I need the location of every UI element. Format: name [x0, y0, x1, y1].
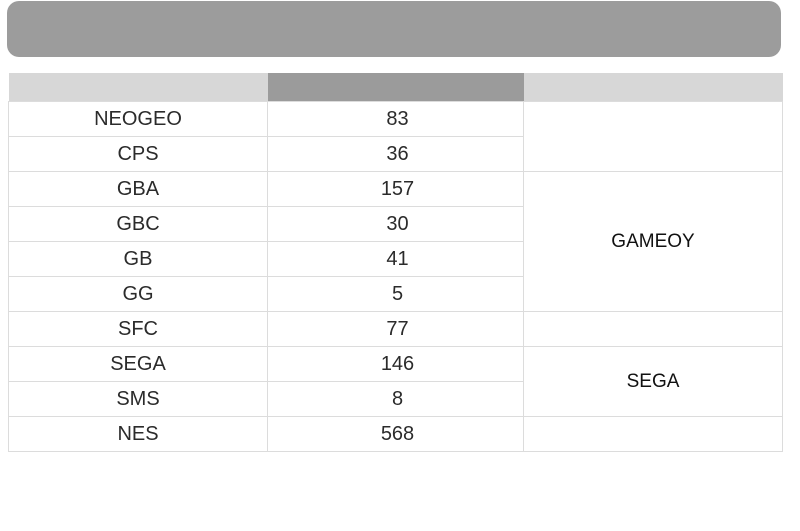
table-row: GG 5: [8, 276, 783, 312]
game-count-cell: 77: [267, 311, 524, 347]
system-name-cell: NES: [8, 416, 268, 452]
table-row: SFC 77: [8, 311, 783, 347]
table-row: SEGA 146 SEGA: [8, 346, 783, 417]
game-count-cell: 41: [267, 241, 524, 277]
system-name-cell: GBC: [8, 206, 268, 242]
game-count-cell: 568: [267, 416, 524, 452]
system-name-cell: GG: [8, 276, 268, 312]
game-count-cell: 157: [267, 171, 524, 207]
table-row: NES 568: [8, 416, 783, 452]
system-name-cell: SEGA: [8, 346, 268, 382]
header-cell-count: [267, 73, 524, 102]
game-count-cell: 83: [267, 101, 524, 137]
table-row: SMS 8: [8, 381, 783, 417]
system-name-cell: NEOGEO: [8, 101, 268, 137]
group-cell-blank: [523, 416, 783, 452]
group-cell-gameboy: GAMEOY: [523, 171, 783, 312]
header-cell-system: [8, 73, 268, 102]
table-row: GBA 157 GAMEOY: [8, 171, 783, 312]
header-cell-group: [523, 73, 783, 102]
system-name-cell: CPS: [8, 136, 268, 172]
table-row: GB 41: [8, 241, 783, 277]
system-name-cell: GBA: [8, 171, 268, 207]
game-count-cell: 146: [267, 346, 524, 382]
system-name-cell: SFC: [8, 311, 268, 347]
game-count-cell: 36: [267, 136, 524, 172]
game-count-cell: 8: [267, 381, 524, 417]
group-cell-blank: [523, 101, 783, 172]
group-cell-blank: [523, 311, 783, 347]
game-count-cell: 30: [267, 206, 524, 242]
title-banner: [7, 1, 781, 57]
table-row: NEOGEO 83: [8, 101, 783, 172]
system-name-cell: SMS: [8, 381, 268, 417]
table-header-row: [8, 73, 783, 102]
table-row: GBC 30: [8, 206, 783, 242]
game-count-table: NEOGEO 83 CPS 36 GBA 157 GAMEOY GBC 30 G…: [8, 73, 783, 452]
system-name-cell: GB: [8, 241, 268, 277]
game-count-cell: 5: [267, 276, 524, 312]
group-cell-sega: SEGA: [523, 346, 783, 417]
table-row: CPS 36: [8, 136, 783, 172]
